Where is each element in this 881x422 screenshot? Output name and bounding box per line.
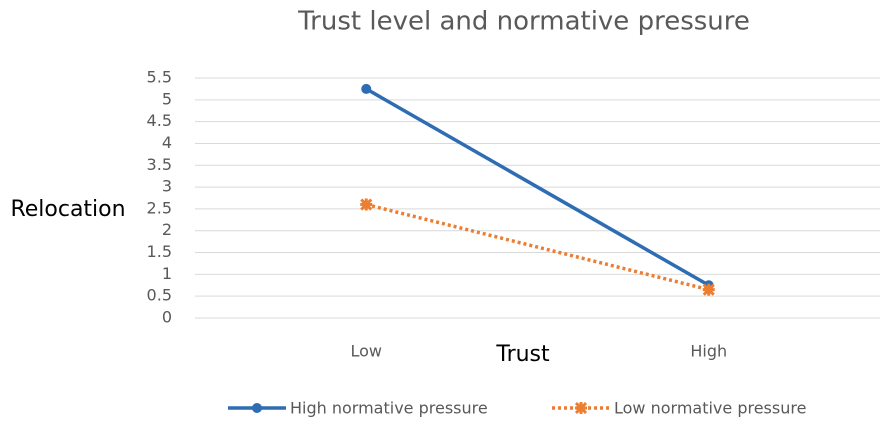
y-tick-label: 3.5	[147, 155, 172, 174]
legend-label: Low normative pressure	[614, 399, 806, 418]
y-tick-label: 0	[162, 308, 172, 327]
series-line	[365, 87, 710, 287]
y-tick-label: 1	[162, 264, 172, 283]
y-tick-label: 1.5	[147, 242, 172, 261]
point	[360, 198, 373, 211]
y-tick-label: 0.5	[147, 286, 172, 305]
x-tick-label: Low	[350, 342, 382, 361]
y-tick-label: 2.5	[147, 198, 172, 217]
legend-label: High normative pressure	[290, 399, 488, 418]
chart-title: Trust level and normative pressure	[297, 7, 750, 37]
y-tick-label: 4.5	[147, 111, 172, 130]
x-axis-label: Trust	[495, 342, 550, 367]
y-tick-label: 5	[162, 89, 172, 108]
point	[702, 283, 715, 296]
y-tick-label: 4	[162, 133, 172, 152]
legend-marker	[252, 403, 262, 413]
y-tick-label: 3	[162, 177, 172, 196]
y-tick-label: 5.5	[147, 68, 172, 87]
y-tick-label: 2	[162, 220, 172, 239]
series-line	[365, 202, 710, 292]
legend-marker	[574, 401, 588, 415]
y-axis-label: Relocation	[10, 197, 125, 222]
x-tick-label: High	[690, 342, 727, 361]
point	[361, 83, 372, 94]
